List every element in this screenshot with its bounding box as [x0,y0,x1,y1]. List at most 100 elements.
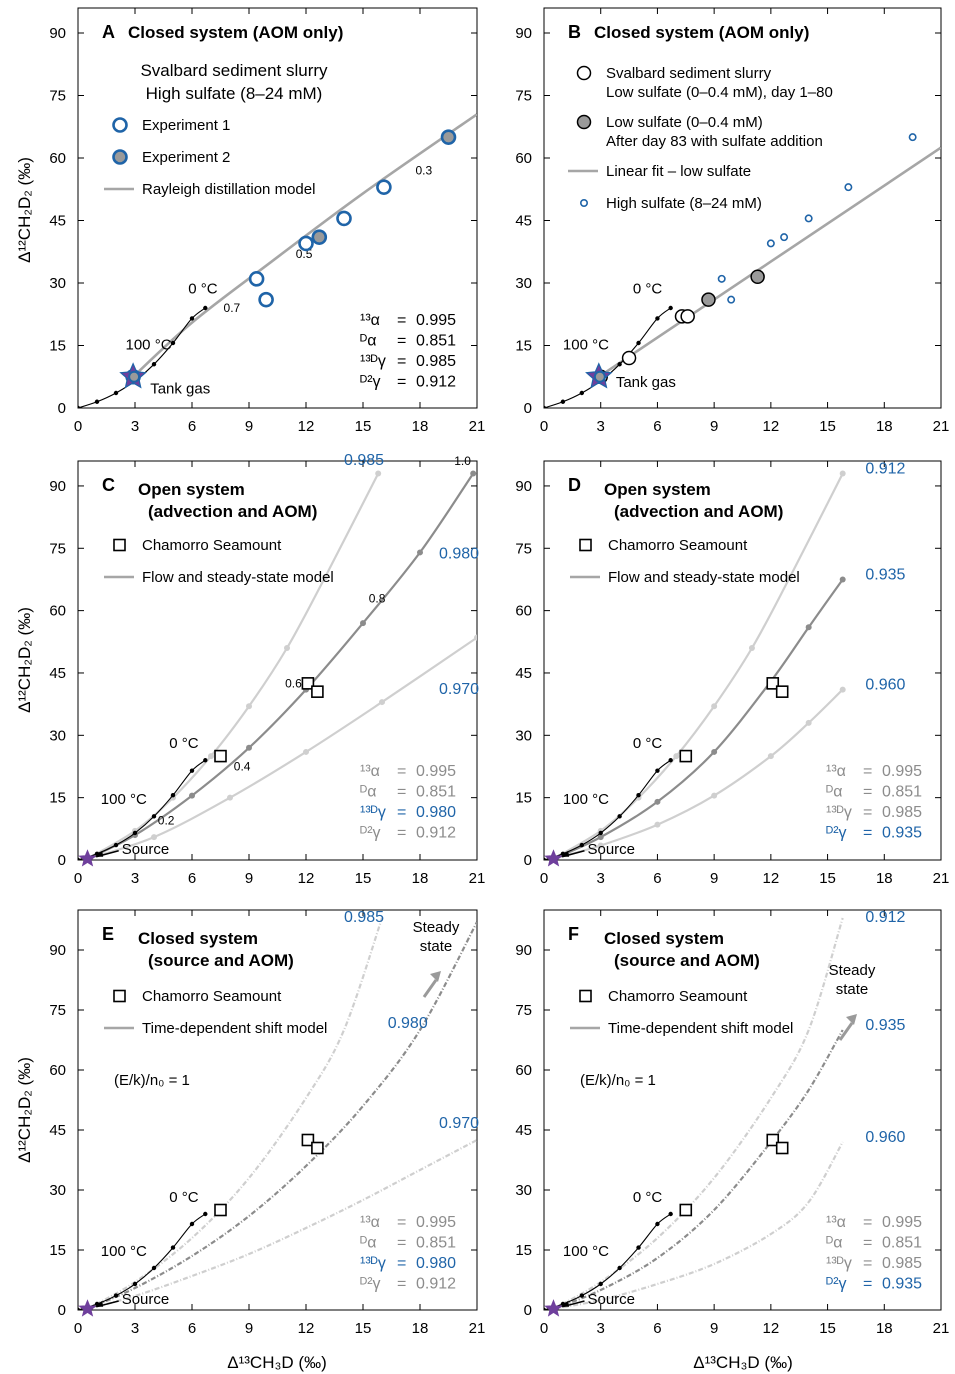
legend-label: Time-dependent shift model [142,1020,327,1037]
x-tick-label: 0 [74,1320,82,1337]
model-curve-point [805,719,812,726]
x-tick-label: 12 [298,418,315,435]
curve-label: 0.935 [865,566,905,583]
panel-title-line: (advection and AOM) [614,502,783,521]
y-tick-label: 60 [515,150,532,167]
curve-label: 0.4 [234,760,251,774]
y-axis-label: Δ¹²CH₂D₂ (‰) [15,1057,34,1163]
equilibrium-point [189,316,195,321]
y-tick-label: 30 [49,275,66,292]
equilibrium-point [636,1245,641,1250]
y-tick-label: 90 [515,942,532,959]
y-tick-label: 15 [49,1242,66,1259]
parameter-label: ¹³α [826,763,846,780]
equilibrium-point [636,340,641,346]
parameter-value: 0.912 [416,374,456,391]
legend-marker [113,989,126,1003]
high-sulfate-point [804,214,813,223]
annotation-label: Source [587,841,635,858]
x-tick-label: 0 [540,870,548,887]
steady-state-arrow [422,979,438,998]
equilibrium-point [617,362,622,367]
x-tick-label: 21 [933,870,950,887]
parameter-value: 0.912 [416,1276,456,1293]
equilibrium-point [170,1245,176,1250]
curve-label: 0.912 [865,460,905,477]
parameter-label: ¹³ᴰγ [826,804,852,821]
ratio-label: (E/k)/n₀ = 1 [114,1072,190,1089]
y-tick-label: 45 [49,665,66,682]
panel-letter: C [102,475,115,495]
experiment-1-point [376,179,392,195]
parameter-equals: = [397,1255,406,1272]
y-tick-label: 60 [49,150,66,167]
y-tick-label: 0 [524,400,532,417]
curve-label: 0.8 [369,591,386,605]
x-axis-label: Δ¹³CH₃D (‰) [227,1353,326,1372]
parameter-label: ᴰα [826,784,842,801]
model-fraction-label: 0.3 [415,164,432,178]
panel-b: 0 3 6 9 12 15 18 21 0 15 30 45 60 75 90 B Closed system … [515,7,949,435]
equilibrium-point [189,1221,195,1227]
x-tick-label: 21 [469,870,486,887]
model-curve-point [375,470,382,477]
x-tick-label: 12 [763,1320,780,1337]
y-tick-label: 45 [49,213,66,230]
model-curve-point [597,834,604,841]
parameter-label: ¹³α [360,312,380,329]
model-curve-point [711,792,718,799]
model-curve [86,917,384,1310]
legend-label: Linear fit – low sulfate [606,163,751,180]
annotation-label: 0 °C [633,735,663,752]
parameter-value: 0.985 [882,804,922,821]
steady-state-label: Steady [413,919,460,936]
chamorro-seamount-point [301,677,315,690]
equilibrium-point [94,399,100,404]
model-curve-point [474,634,477,641]
high-sulfate-point [908,133,917,142]
x-tick-label: 0 [74,870,82,887]
source-star [544,849,563,867]
model-curve [553,1029,844,1310]
x-tick-label: 3 [131,870,139,887]
model-curve-point [246,744,252,751]
curve-label: 0.2 [158,814,175,828]
y-tick-label: 0 [524,1302,532,1319]
plot-frame [77,7,478,409]
model-curve-point [711,748,718,755]
legend-label: High sulfate (8–24 mM) [606,195,762,212]
annotation-label: Tank gas [616,374,676,391]
panel-a: 0 3 6 9 12 15 18 21 0 15 30 45 60 75 90 A Closed system … [49,7,485,435]
y-tick-label: 15 [515,1242,532,1259]
model-curve-point [839,686,846,693]
annotation-label: 100 °C [101,791,147,808]
x-tick-label: 3 [597,1320,605,1337]
model-curve [553,578,844,860]
parameter-label: ᴰ²γ [360,1276,381,1293]
model-curve-point [284,645,290,652]
legend-label: Svalbard sediment slurry [606,65,772,82]
curve-label: 0.970 [439,681,479,698]
parameter-label: ᴰα [360,784,376,801]
parameter-equals: = [863,1255,872,1272]
source-arrow-head [561,1300,570,1307]
parameter-equals: = [397,763,406,780]
parameter-value: 0.935 [882,825,922,842]
sulfate-addition-point [750,269,765,284]
panel-letter: B [568,22,581,42]
annotation-label: Source [122,841,170,858]
x-tick-label: 12 [298,870,315,887]
equilibrium-point [78,857,81,860]
equilibrium-point [598,830,603,836]
steady-state-arrow-head [846,1014,857,1025]
x-tick-label: 15 [355,1320,372,1337]
curve-label: 0.985 [344,452,384,469]
y-tick-label: 0 [524,852,532,869]
chamorro-seamount-point [766,1133,780,1147]
legend-label: Experiment 2 [142,149,230,166]
model-curve-point [303,748,309,755]
y-tick-label: 30 [515,1182,532,1199]
y-tick-label: 75 [49,540,66,557]
parameter-label: ᴰα [360,1235,376,1252]
equilibrium-point [617,814,622,819]
